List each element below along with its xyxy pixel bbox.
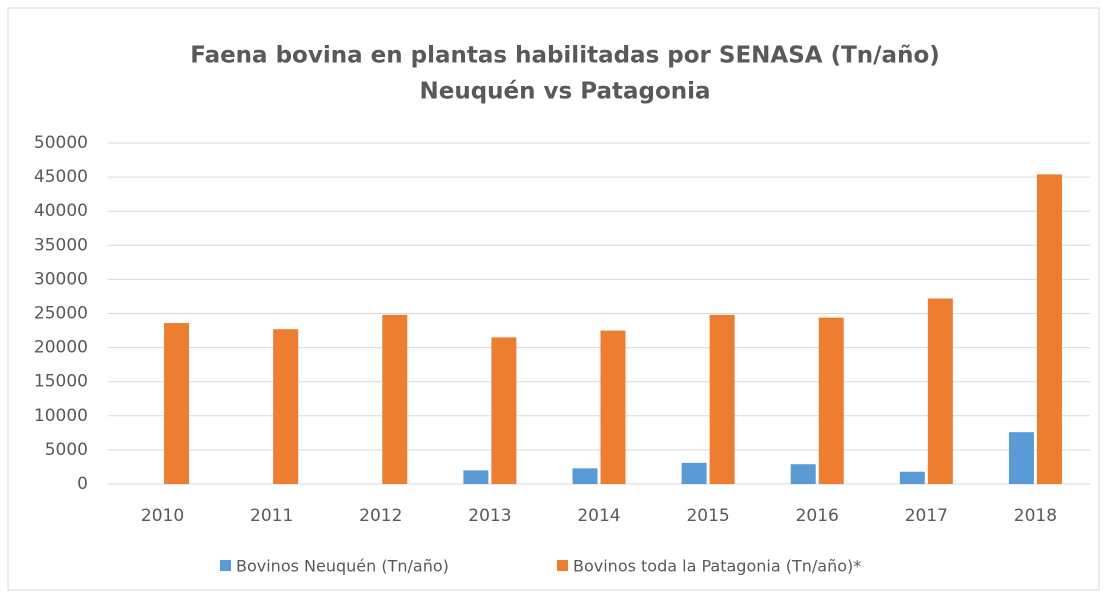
x-tick-label: 2012 [359,506,402,526]
y-tick-label: 15000 [34,372,88,392]
bar [491,337,517,484]
y-tick-label: 0 [77,474,88,494]
bar [463,470,489,484]
chart-frame [7,7,1100,591]
y-tick-label: 10000 [34,406,88,426]
x-tick-label: 2018 [1014,506,1057,526]
y-tick-label: 35000 [34,235,88,255]
y-tick-label: 40000 [34,201,88,221]
y-tick-label: 25000 [34,304,88,324]
y-tick-label: 5000 [45,440,88,460]
legend-label: Bovinos Neuquén (Tn/año) [236,557,449,576]
x-tick-label: 2015 [686,506,729,526]
x-tick-label: 2014 [577,506,620,526]
x-tick-label: 2013 [468,506,511,526]
legend-swatch [557,560,568,571]
y-tick-label: 20000 [34,338,88,358]
x-tick-label: 2017 [905,506,948,526]
x-tick-label: 2010 [141,506,184,526]
x-tick-label: 2016 [796,506,839,526]
bar [818,317,844,484]
bar [790,464,816,484]
legend-label: Bovinos toda la Patagonia (Tn/año)* [573,557,861,576]
y-tick-label: 50000 [34,133,88,153]
y-tick-label: 30000 [34,269,88,289]
legend-swatch [220,560,231,571]
bar [273,329,299,484]
bar [1008,432,1034,484]
bar [382,314,408,484]
bar [899,471,925,484]
bar [681,462,707,484]
y-tick-label: 45000 [34,167,88,187]
chart-title: Faena bovina en plantas habilitadas por … [190,43,940,69]
chart-subtitle: Neuquén vs Patagonia [419,79,710,105]
x-tick-label: 2011 [250,506,293,526]
bar [600,330,626,484]
bar [927,298,953,484]
bar [164,323,190,484]
bar [1036,174,1062,484]
bar [709,314,735,484]
bar [572,468,598,484]
